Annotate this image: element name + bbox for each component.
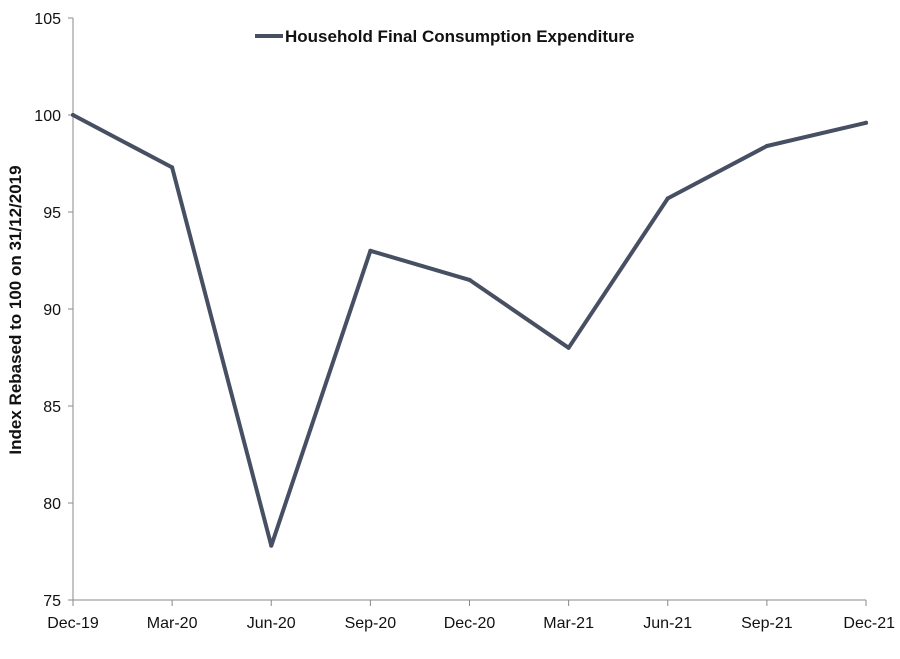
x-tick-label: Mar-21 (543, 615, 594, 632)
data-point (864, 120, 868, 125)
data-point (665, 196, 670, 201)
legend-label: Household Final Consumption Expenditure (285, 27, 634, 46)
data-point (764, 144, 769, 149)
data-point (269, 543, 274, 548)
y-tick-label: 105 (34, 11, 61, 28)
y-tick-label: 75 (43, 593, 61, 610)
axes (68, 17, 867, 606)
y-tick-label: 95 (43, 205, 61, 222)
x-tick-label: Sep-20 (345, 615, 397, 632)
series-lines (71, 113, 868, 548)
y-tick-label: 100 (34, 108, 61, 125)
x-tick-label: Mar-20 (147, 615, 198, 632)
data-point (566, 345, 571, 350)
y-axis-title: Index Rebased to 100 on 31/12/2019 (6, 165, 25, 454)
data-point (467, 277, 472, 282)
series-line (71, 113, 868, 548)
x-tick-label: Dec-20 (444, 615, 496, 632)
tick-labels: 75 80 85 90 95 100 105 Dec-19 Mar-20 Jun-20 Sep-20… (34, 11, 895, 632)
x-tick-label: Dec-21 (843, 615, 895, 632)
x-tick-label: Jun-20 (247, 615, 296, 632)
y-tick-label: 85 (43, 399, 61, 416)
y-tick-label: 90 (43, 302, 61, 319)
data-point (368, 248, 373, 253)
x-tick-label: Jun-21 (643, 615, 692, 632)
y-tick-label: 80 (43, 496, 61, 513)
x-tick-label: Sep-21 (741, 615, 793, 632)
x-tick-label: Dec-19 (47, 615, 99, 632)
data-point (71, 113, 75, 117)
legend: Household Final Consumption Expenditure (255, 27, 634, 46)
data-point (170, 165, 175, 170)
